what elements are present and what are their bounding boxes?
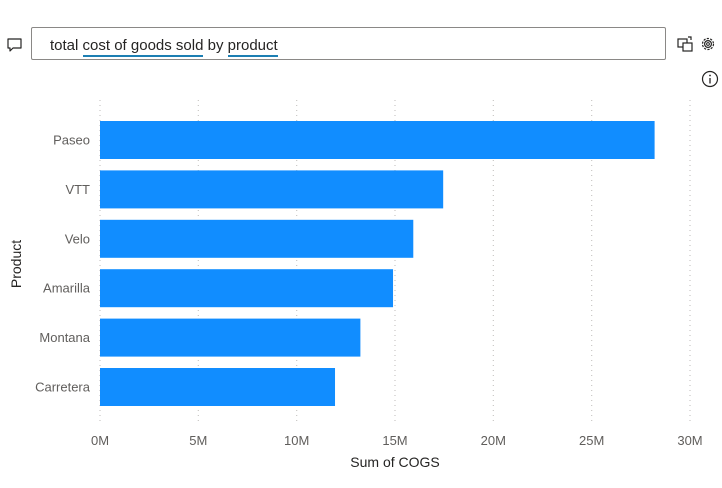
bar[interactable] [100, 121, 655, 159]
x-tick-labels: 0M 5M 10M 15M 20M 25M 30M [91, 433, 703, 448]
x-tick-label: 25M [579, 433, 604, 448]
x-tick-label: 10M [284, 433, 309, 448]
category-label: Montana [39, 330, 90, 345]
x-tick-label: 30M [677, 433, 702, 448]
x-tick-label: 0M [91, 433, 109, 448]
x-tick-label: 5M [189, 433, 207, 448]
info-icon[interactable] [701, 70, 719, 88]
chat-bubble-icon [6, 37, 24, 53]
x-axis-title: Sum of COGS [350, 454, 439, 470]
category-label: Carretera [35, 380, 91, 395]
category-label: Amarilla [43, 281, 91, 296]
bars [100, 121, 655, 406]
question-word: total [50, 37, 83, 54]
convert-to-visual-icon[interactable] [676, 35, 694, 53]
question-text: total cost of goods sold by product [50, 37, 278, 57]
bar[interactable] [100, 219, 414, 258]
category-label: Velo [65, 231, 90, 246]
x-tick-label: 20M [481, 433, 506, 448]
x-tick-label: 15M [382, 433, 407, 448]
question-input[interactable]: total cost of goods sold by product [31, 27, 666, 60]
y-axis-title: Product [8, 240, 24, 288]
bar[interactable] [100, 269, 394, 308]
bar[interactable] [100, 170, 444, 209]
question-term[interactable]: product [227, 37, 278, 57]
question-word: by [203, 37, 228, 54]
category-labels: Paseo VTT Velo Amarilla Montana Carretera [35, 133, 91, 395]
bar[interactable] [100, 368, 336, 406]
question-term[interactable]: cost of goods sold [82, 37, 204, 57]
bar[interactable] [100, 318, 361, 357]
gear-icon[interactable] [699, 35, 717, 53]
category-label: VTT [65, 182, 90, 197]
category-label: Paseo [53, 133, 90, 148]
